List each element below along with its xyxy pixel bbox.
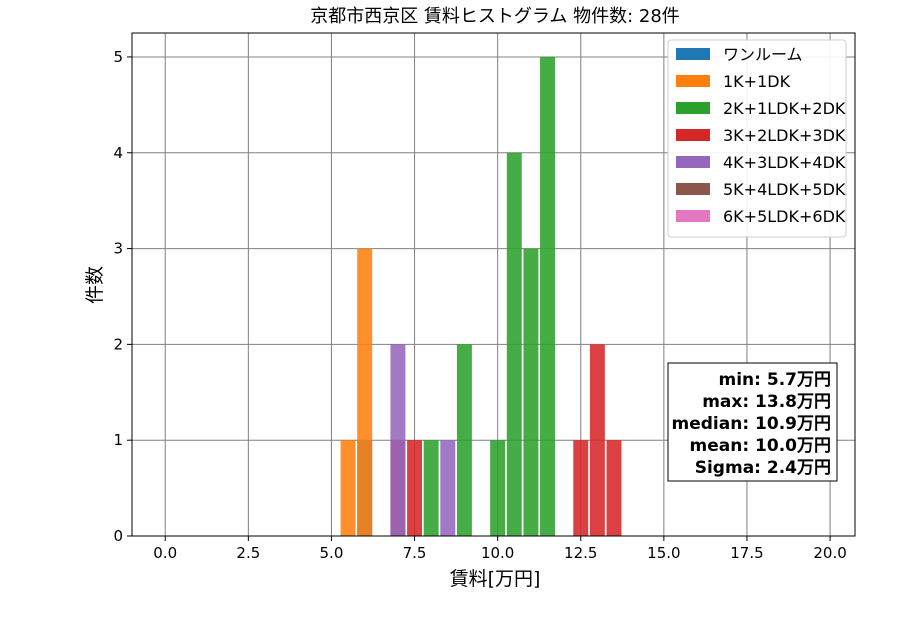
legend-box xyxy=(667,39,847,238)
y-tick-label: 1 xyxy=(113,431,123,449)
legend-label: 5K+4LDK+5DK xyxy=(723,180,846,199)
x-tick-label: 10.0 xyxy=(481,544,514,562)
stats-line: Sigma: 2.4万円 xyxy=(695,458,831,478)
legend: ワンルーム 1K+1DK 2K+1LDK+2DK 3K+2LDK+3DK 4K+3LDK… xyxy=(667,39,847,238)
x-tick-label: 17.5 xyxy=(730,544,763,562)
stats-line: mean: 10.0万円 xyxy=(690,436,831,456)
stats-frame xyxy=(667,362,838,482)
legend-swatch xyxy=(676,156,710,168)
legend-label: 4K+3LDK+4DK xyxy=(723,153,846,172)
bar xyxy=(340,440,356,536)
legend-label: 6K+5LDK+6DK xyxy=(723,207,846,226)
x-tick-label: 15.0 xyxy=(647,544,680,562)
bar xyxy=(490,440,506,536)
y-tick-label: 4 xyxy=(113,144,123,162)
bar xyxy=(357,248,373,537)
bar xyxy=(390,344,406,536)
y-tick-label: 2 xyxy=(113,335,123,353)
bar xyxy=(523,248,539,537)
plot-frame xyxy=(131,32,856,537)
x-tick-label: 20.0 xyxy=(813,544,846,562)
bar xyxy=(606,440,622,536)
bar xyxy=(423,440,439,536)
bar xyxy=(589,344,605,536)
x-tick-label: 7.5 xyxy=(403,544,427,562)
stats-line: min: 5.7万円 xyxy=(719,370,831,390)
y-tick-label: 5 xyxy=(113,48,123,66)
legend-swatch xyxy=(676,75,710,87)
chart-title: 京都市西京区 賃料ヒストグラム 物件数: 28件 xyxy=(310,6,680,27)
x-tick-label: 0.0 xyxy=(153,544,177,562)
legend-label: 1K+1DK xyxy=(723,72,791,91)
bar xyxy=(440,440,456,536)
y-tick-label: 3 xyxy=(113,240,123,258)
bar xyxy=(407,440,423,536)
bar xyxy=(573,440,589,536)
legend-swatch xyxy=(676,48,710,60)
legend-label: 2K+1LDK+2DK xyxy=(723,99,846,118)
stats-line: max: 13.8万円 xyxy=(702,392,831,412)
legend-swatch xyxy=(676,129,710,141)
legend-label: ワンルーム xyxy=(723,45,803,64)
x-tick-label: 12.5 xyxy=(564,544,597,562)
x-axis-label: 賃料[万円] xyxy=(450,568,541,590)
stats-line: median: 10.9万円 xyxy=(672,414,831,434)
ticks: 0.0 2.5 5.0 7.5 10.0 12.5 15.0 17.5 20.0 0 1 2 3 4 5 xyxy=(113,48,846,562)
legend-swatch xyxy=(676,102,710,114)
legend-swatch xyxy=(676,210,710,222)
bar xyxy=(456,344,472,536)
bar xyxy=(540,56,555,536)
legend-label: 3K+2LDK+3DK xyxy=(723,126,846,145)
x-tick-label: 5.0 xyxy=(320,544,344,562)
bar xyxy=(506,152,522,536)
y-axis-label: 件数 xyxy=(84,266,106,304)
bars xyxy=(340,56,622,537)
y-tick-label: 0 xyxy=(113,527,123,545)
x-tick-label: 2.5 xyxy=(236,544,260,562)
legend-swatch xyxy=(676,183,710,195)
